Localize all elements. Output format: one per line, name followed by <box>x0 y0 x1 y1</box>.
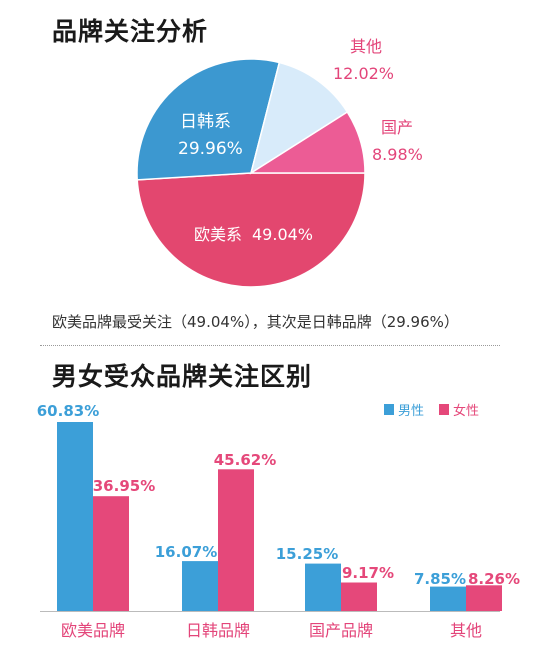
legend-label-female: 女性 <box>453 403 479 419</box>
pie-value-euro: 49.04% <box>252 225 313 244</box>
bar-female-other <box>466 585 502 611</box>
pie-label-euro: 欧美系 <box>194 225 242 244</box>
pie-value-jpkr: 29.96% <box>178 139 243 159</box>
value-label-female-other: 8.26% <box>468 570 520 588</box>
category-label-other: 其他 <box>450 621 482 640</box>
bar-male-domestic <box>305 563 341 611</box>
pie-slice-jpkr <box>136 58 281 181</box>
pie-chart: 欧美系 49.04% 日韩系 29.96% 其他 12.02% 国产 8.98% <box>136 37 423 288</box>
value-label-male-other: 7.85% <box>414 570 466 588</box>
bar-female-euro <box>93 496 129 611</box>
legend-swatch-female <box>439 404 449 415</box>
bar-female-jpkr <box>218 469 254 611</box>
bar-female-domestic <box>341 582 377 611</box>
pie-chart-title: 品牌关注分析 <box>52 17 209 46</box>
value-label-female-euro: 36.95% <box>93 477 155 495</box>
pie-value-domestic: 8.98% <box>372 145 423 164</box>
pie-slice-euro <box>136 172 366 288</box>
value-label-male-jpkr: 16.07% <box>155 543 217 561</box>
value-label-female-jpkr: 45.62% <box>214 451 276 469</box>
value-label-male-euro: 60.83% <box>37 402 99 420</box>
pie-slice-other <box>249 61 349 175</box>
category-label-jpkr: 日韩品牌 <box>186 621 250 640</box>
bar-male-euro <box>57 422 93 611</box>
pie-slice-domestic <box>248 111 366 174</box>
bar-male-other <box>430 586 466 611</box>
pie-label-other: 其他 <box>350 37 382 56</box>
legend-swatch-male <box>384 404 394 415</box>
divider <box>40 345 500 346</box>
value-label-male-domestic: 15.25% <box>276 545 338 563</box>
bar-male-jpkr <box>182 561 218 611</box>
pie-value-other: 12.02% <box>333 64 394 83</box>
bar-chart-title: 男女受众品牌关注区别 <box>52 362 313 391</box>
category-label-euro: 欧美品牌 <box>61 621 125 640</box>
pie-label-domestic: 国产 <box>381 118 413 137</box>
summary-text: 欧美品牌最受关注（49.04%），其次是日韩品牌（29.96%） <box>52 313 459 331</box>
pie-label-jpkr: 日韩系 <box>180 112 231 132</box>
category-label-domestic: 国产品牌 <box>309 621 373 640</box>
legend-label-male: 男性 <box>398 404 424 419</box>
value-label-female-domestic: 9.17% <box>342 564 394 582</box>
